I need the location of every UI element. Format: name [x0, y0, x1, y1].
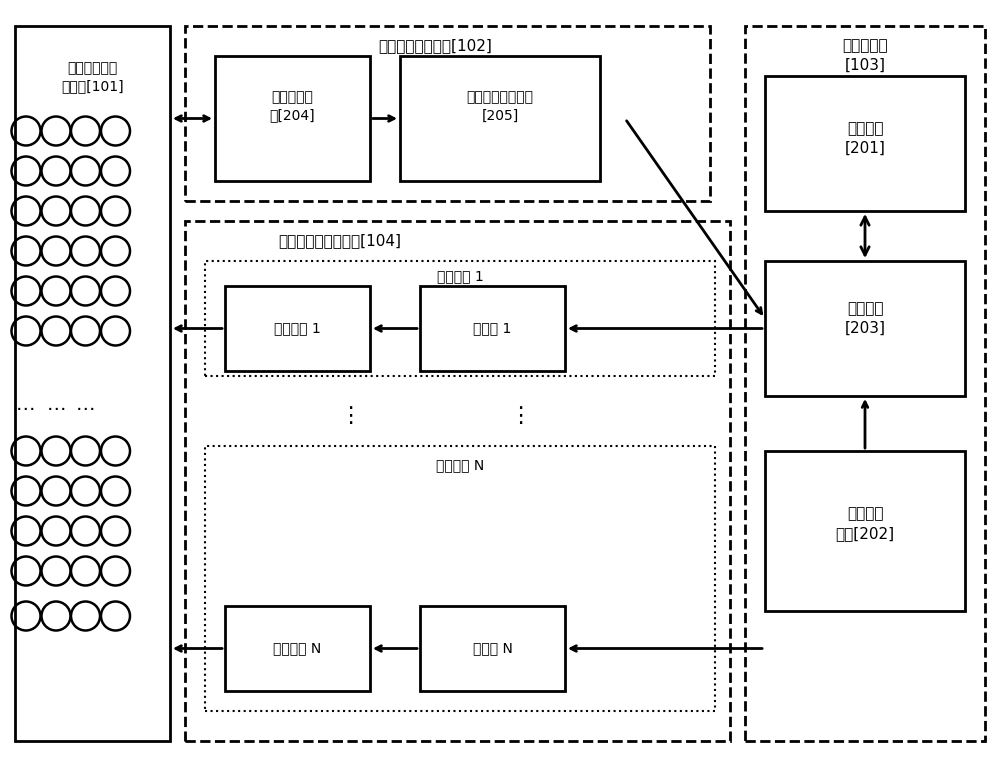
Text: 手部位置扫描电路[102]: 手部位置扫描电路[102] — [378, 38, 492, 53]
Text: ⋮: ⋮ — [509, 406, 531, 426]
Text: ⋮: ⋮ — [339, 406, 361, 426]
FancyBboxPatch shape — [745, 26, 985, 741]
FancyBboxPatch shape — [15, 26, 170, 741]
Text: 接口电路
[203]: 接口电路 [203] — [844, 301, 886, 336]
Text: 聚焦通道 N: 聚焦通道 N — [436, 458, 484, 472]
Text: 聚焦通道 1: 聚焦通道 1 — [437, 269, 483, 283]
Text: 主控制器
[201]: 主控制器 [201] — [845, 121, 885, 156]
Text: …: … — [76, 394, 95, 414]
Text: 信号发生
电路[202]: 信号发生 电路[202] — [835, 506, 895, 541]
Text: 传感器阵列聚焦电路[104]: 传感器阵列聚焦电路[104] — [278, 233, 402, 248]
Text: 驱动电路 1: 驱动电路 1 — [274, 322, 321, 336]
Text: 多点位置提取电路
[205]: 多点位置提取电路 [205] — [466, 90, 534, 123]
FancyBboxPatch shape — [420, 286, 565, 371]
Text: …: … — [16, 394, 36, 414]
FancyBboxPatch shape — [765, 451, 965, 611]
Text: 收发控制电
路[204]: 收发控制电 路[204] — [270, 90, 315, 123]
FancyBboxPatch shape — [400, 56, 600, 181]
Text: 主控制电路
[103]: 主控制电路 [103] — [842, 38, 888, 73]
Text: …: … — [46, 394, 66, 414]
Text: 控制器 N: 控制器 N — [473, 641, 512, 656]
FancyBboxPatch shape — [765, 76, 965, 211]
Text: 超声阵列传感
器阵列[101]: 超声阵列传感 器阵列[101] — [61, 61, 124, 93]
FancyBboxPatch shape — [215, 56, 370, 181]
FancyBboxPatch shape — [225, 606, 370, 691]
FancyBboxPatch shape — [225, 286, 370, 371]
FancyBboxPatch shape — [205, 446, 715, 711]
Text: 控制器 1: 控制器 1 — [473, 322, 512, 336]
FancyBboxPatch shape — [765, 261, 965, 396]
FancyBboxPatch shape — [205, 261, 715, 376]
FancyBboxPatch shape — [185, 221, 730, 741]
Text: 驱动电路 N: 驱动电路 N — [273, 641, 322, 656]
FancyBboxPatch shape — [185, 26, 710, 201]
FancyBboxPatch shape — [420, 606, 565, 691]
